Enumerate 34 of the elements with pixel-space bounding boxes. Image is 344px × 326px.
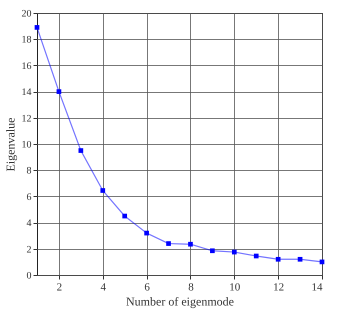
x-tick-label: 10 xyxy=(229,282,241,294)
x-tick-label: 12 xyxy=(273,282,284,294)
point xyxy=(320,260,324,264)
y-axis-title: Eigenvalue xyxy=(4,118,18,172)
y-tick-label: 2 xyxy=(26,244,32,256)
x-tick-label: 2 xyxy=(56,282,62,294)
point xyxy=(298,256,302,262)
point xyxy=(254,254,259,258)
point xyxy=(144,230,149,236)
y-tick-label: 0 xyxy=(26,270,32,282)
point xyxy=(34,25,40,30)
point xyxy=(276,256,280,262)
y-tick-label: 20 xyxy=(22,8,32,20)
x-tick-label: 6 xyxy=(144,282,150,294)
point xyxy=(166,241,171,246)
point xyxy=(78,148,84,153)
point xyxy=(100,188,106,193)
y-tick-label: 18 xyxy=(22,34,32,46)
x-tick-label: 8 xyxy=(188,282,194,294)
y-tick-label: 8 xyxy=(26,166,32,177)
y-tick-label: 6 xyxy=(26,192,32,203)
point xyxy=(122,214,128,218)
x-tick-label: 4 xyxy=(100,282,107,294)
y-tick-label: 4 xyxy=(26,218,32,230)
x-axis-title: Number of eigenmode xyxy=(126,294,234,308)
point xyxy=(210,248,215,254)
x-tick-label: 14 xyxy=(312,282,323,294)
y-tick-label: 16 xyxy=(22,60,32,72)
point xyxy=(56,89,62,94)
point xyxy=(188,242,193,247)
point xyxy=(232,250,237,254)
y-tick-label: 14 xyxy=(22,87,32,98)
y-tick-label: 10 xyxy=(22,140,32,150)
y-tick-label: 12 xyxy=(22,113,32,124)
